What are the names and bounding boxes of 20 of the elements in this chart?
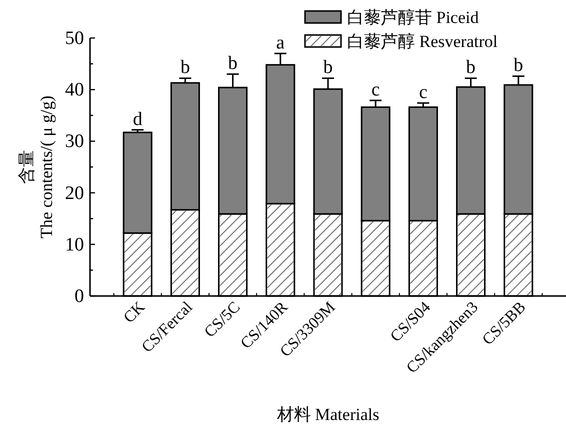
annotation: a [276,32,286,54]
annotation: b [514,55,524,76]
y-tick-label: 50 [65,28,84,49]
annotation: c [371,79,380,100]
legend-label: 白藜芦醇苷 Piceid [347,8,480,27]
y-axis-title: 含量 The contents/( μ g/g) [17,96,56,238]
y-tick-label: 20 [65,182,84,204]
annotation: c [418,82,428,104]
annotation: b [180,57,190,78]
legend-label: 白藜芦醇 Resveratrol [347,32,498,51]
y-tick-label: 40 [65,80,84,101]
annotation: b [323,57,333,78]
annotation: d [132,108,143,130]
annotation: b [228,53,238,74]
y-tick-label: 30 [65,131,84,152]
x-tick-label: CK [120,298,149,327]
annotation: b [466,57,476,78]
x-axis-title: 材料 Materials [276,405,380,424]
y-tick-label: 10 [65,234,84,256]
y-tick-label: 0 [74,286,84,307]
